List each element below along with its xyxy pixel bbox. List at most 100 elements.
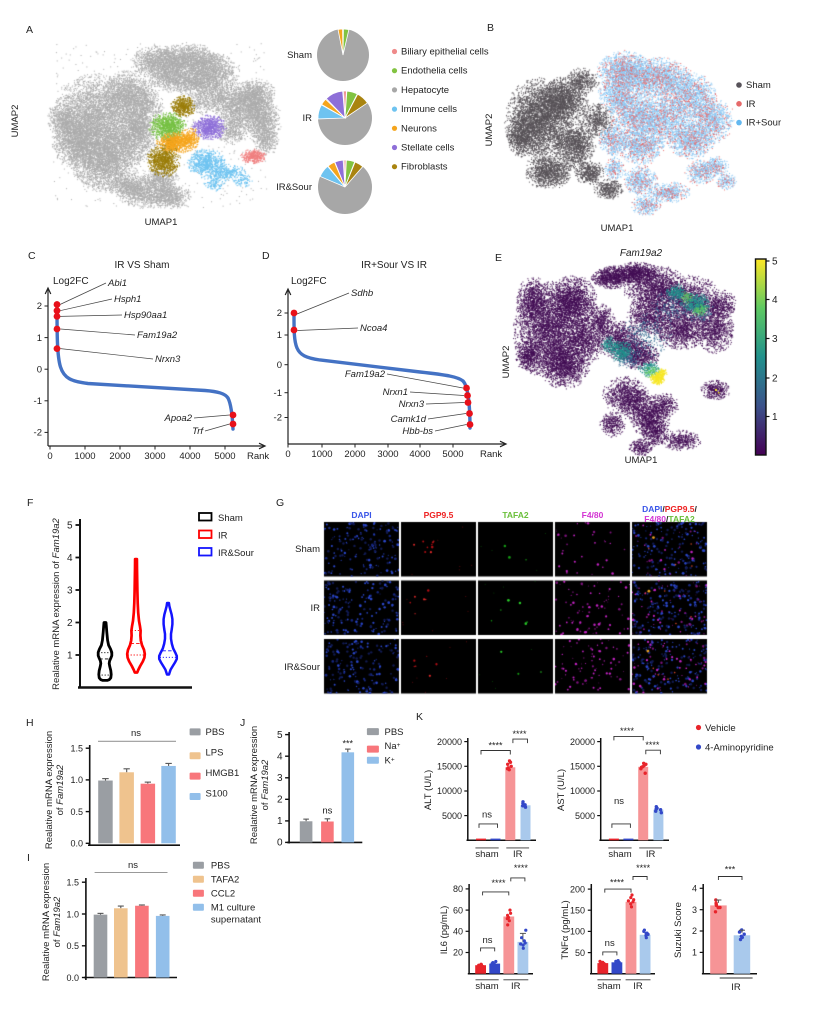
svg-text:1: 1 xyxy=(277,816,283,827)
svg-text:ALT (U/L): ALT (U/L) xyxy=(423,770,434,810)
svg-text:J: J xyxy=(240,717,245,729)
svg-text:5: 5 xyxy=(772,257,778,268)
svg-text:IR: IR xyxy=(646,849,656,860)
svg-text:1.0: 1.0 xyxy=(70,775,83,785)
svg-text:Realative mRNA expression of F: Realative mRNA expression of Fam19a2 xyxy=(51,517,62,689)
svg-text:2: 2 xyxy=(692,926,697,936)
svg-text:4000: 4000 xyxy=(179,451,200,462)
svg-text:-2: -2 xyxy=(34,428,42,439)
svg-text:1: 1 xyxy=(772,412,778,423)
svg-text:4: 4 xyxy=(692,884,697,894)
svg-text:Sham: Sham xyxy=(287,50,312,61)
svg-text:100: 100 xyxy=(570,927,585,937)
svg-text:UMAP1: UMAP1 xyxy=(145,217,178,228)
svg-text:ns: ns xyxy=(482,810,492,821)
svg-text:A: A xyxy=(26,24,33,36)
svg-text:IR: IR xyxy=(303,113,313,124)
svg-text:IR+Sour VS IR: IR+Sour VS IR xyxy=(361,260,427,271)
svg-text:Fibroblasts: Fibroblasts xyxy=(401,162,448,173)
svg-text:200: 200 xyxy=(570,884,585,894)
svg-text:-1: -1 xyxy=(34,396,42,407)
svg-text:Hsph1: Hsph1 xyxy=(114,294,141,305)
svg-text:PBS: PBS xyxy=(385,727,404,738)
svg-text:Hsp90aa1: Hsp90aa1 xyxy=(124,310,167,321)
svg-text:S100: S100 xyxy=(206,788,228,799)
svg-text:Biliary epithelial cells: Biliary epithelial cells xyxy=(401,47,489,58)
svg-text:****: **** xyxy=(491,878,506,888)
svg-text:3000: 3000 xyxy=(144,451,165,462)
svg-text:H: H xyxy=(26,717,34,729)
svg-text:B: B xyxy=(487,22,494,34)
svg-text:M1 culture: M1 culture xyxy=(211,903,255,914)
svg-text:HMGB1: HMGB1 xyxy=(206,768,240,779)
svg-text:5000: 5000 xyxy=(214,451,235,462)
svg-text:2000: 2000 xyxy=(344,449,365,460)
svg-text:TAFA2: TAFA2 xyxy=(502,510,529,520)
svg-text:sham: sham xyxy=(597,981,620,992)
svg-text:****: **** xyxy=(610,878,625,888)
svg-text:2: 2 xyxy=(277,308,282,319)
svg-text:5000: 5000 xyxy=(575,811,595,821)
svg-text:of Fam19a2: of Fam19a2 xyxy=(55,764,66,815)
svg-text:ns: ns xyxy=(131,728,141,739)
svg-text:2000: 2000 xyxy=(109,451,130,462)
svg-text:F4/80: F4/80 xyxy=(582,510,604,520)
svg-text:****: **** xyxy=(620,726,635,736)
svg-text:Nrxn3: Nrxn3 xyxy=(155,354,181,365)
svg-text:Sdhb: Sdhb xyxy=(351,288,373,299)
svg-text:IR+Sour: IR+Sour xyxy=(746,118,781,129)
svg-text:1.5: 1.5 xyxy=(66,878,79,888)
svg-text:***: *** xyxy=(725,865,736,875)
svg-text:IR&Sour: IR&Sour xyxy=(218,548,254,559)
svg-text:IR&Sour: IR&Sour xyxy=(276,182,312,193)
svg-text:20: 20 xyxy=(453,948,463,958)
svg-text:5: 5 xyxy=(277,730,283,741)
svg-text:3: 3 xyxy=(277,773,283,784)
svg-text:IR: IR xyxy=(513,849,523,860)
svg-text:0: 0 xyxy=(47,451,52,462)
svg-text:1000: 1000 xyxy=(311,449,332,460)
svg-text:4: 4 xyxy=(772,295,778,306)
svg-text:Rank: Rank xyxy=(247,451,269,462)
svg-text:Apoa2: Apoa2 xyxy=(164,413,193,424)
svg-text:Neurons: Neurons xyxy=(401,123,437,134)
svg-text:of Fam19a2: of Fam19a2 xyxy=(52,896,63,947)
svg-text:0: 0 xyxy=(277,360,282,371)
svg-text:80: 80 xyxy=(453,884,463,894)
svg-text:IR: IR xyxy=(311,603,321,614)
svg-text:3: 3 xyxy=(692,905,697,915)
svg-text:TAFA2: TAFA2 xyxy=(211,875,239,886)
svg-text:10000: 10000 xyxy=(570,786,595,796)
svg-text:Realative mRNA expression: Realative mRNA expression xyxy=(249,726,260,844)
svg-text:****: **** xyxy=(514,863,529,873)
svg-text:Stellate cells: Stellate cells xyxy=(401,143,455,154)
svg-text:ns: ns xyxy=(482,935,492,946)
svg-text:10000: 10000 xyxy=(437,786,462,796)
svg-text:ns: ns xyxy=(605,938,615,949)
svg-text:***: *** xyxy=(343,739,354,749)
svg-text:IR VS Sham: IR VS Sham xyxy=(114,260,169,271)
svg-text:60: 60 xyxy=(453,905,463,915)
svg-text:PBS: PBS xyxy=(211,861,230,872)
svg-text:sham: sham xyxy=(608,849,631,860)
svg-text:2: 2 xyxy=(37,301,42,312)
svg-text:5000: 5000 xyxy=(442,449,463,460)
svg-text:3: 3 xyxy=(772,334,778,345)
svg-text:DAPI: DAPI xyxy=(351,510,371,520)
svg-text:PBS: PBS xyxy=(206,727,225,738)
svg-text:UMAP1: UMAP1 xyxy=(601,223,634,234)
svg-text:Sham: Sham xyxy=(746,80,771,91)
svg-text:4: 4 xyxy=(67,553,73,564)
svg-text:2: 2 xyxy=(277,795,283,806)
svg-text:1: 1 xyxy=(277,330,282,341)
svg-text:3: 3 xyxy=(67,586,73,597)
svg-text:Sham: Sham xyxy=(218,513,243,524)
svg-text:CCL2: CCL2 xyxy=(211,889,235,900)
svg-text:Sham: Sham xyxy=(295,544,320,555)
svg-text:0.5: 0.5 xyxy=(66,941,79,951)
svg-text:sham: sham xyxy=(475,981,498,992)
svg-text:Trf: Trf xyxy=(192,426,204,437)
svg-text:Ncoa4: Ncoa4 xyxy=(360,323,387,334)
svg-text:1: 1 xyxy=(67,651,73,662)
svg-text:Log2FC: Log2FC xyxy=(53,276,89,287)
